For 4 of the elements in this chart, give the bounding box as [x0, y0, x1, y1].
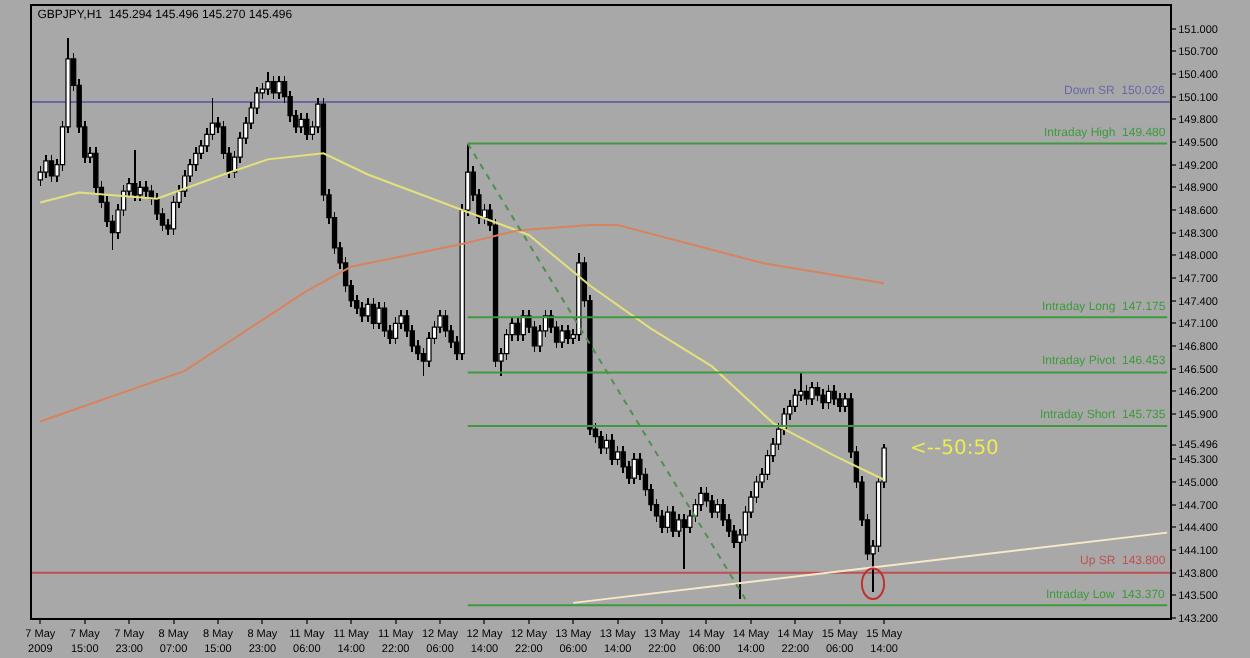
line-series: [39, 152, 886, 481]
line-series: [39, 224, 886, 423]
annotation: <--50:50: [910, 438, 999, 460]
candlestick: [681, 513, 687, 569]
